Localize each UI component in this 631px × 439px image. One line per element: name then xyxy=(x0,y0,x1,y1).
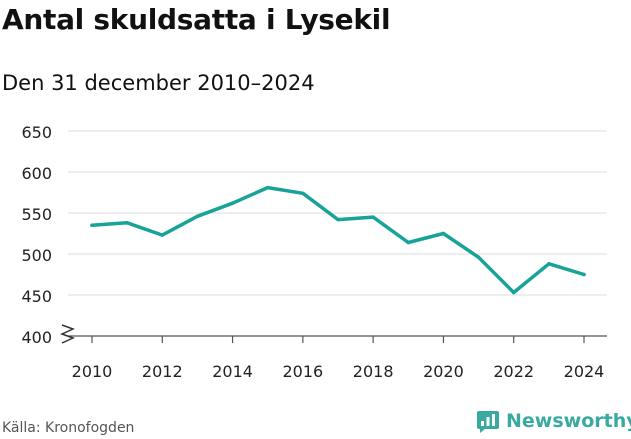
data-point-2011 xyxy=(125,221,129,225)
x-axis-ticks: 2010 2012 2014 2016 2018 2020 2022 2024 xyxy=(72,336,605,381)
x-tick-label: 2018 xyxy=(353,362,394,381)
data-point-2012 xyxy=(160,233,165,237)
chart-subtitle: Den 31 december 2010–2024 xyxy=(2,71,315,95)
newsworthy-logo: Newsworthy xyxy=(476,409,631,433)
data-point-2013 xyxy=(195,214,200,219)
data-point-2020 xyxy=(441,231,446,236)
y-tick-label: 400 xyxy=(21,328,52,347)
y-tick-label: 650 xyxy=(21,123,52,142)
axis-break-icon xyxy=(60,324,75,344)
y-axis-ticks: 400 450 500 550 600 650 xyxy=(21,123,52,347)
newsworthy-icon xyxy=(477,411,499,433)
y-tick-label: 550 xyxy=(21,205,52,224)
x-tick-label: 2010 xyxy=(72,362,113,381)
data-point-2015 xyxy=(265,185,270,190)
data-point-2021 xyxy=(476,255,481,260)
y-tick-label: 600 xyxy=(21,164,52,183)
data-point-2017 xyxy=(336,217,340,222)
series-line xyxy=(90,185,586,295)
axis-break-mark xyxy=(60,324,75,344)
data-point-2023 xyxy=(547,262,551,266)
data-point-2016 xyxy=(301,191,305,196)
gridlines xyxy=(68,130,607,337)
data-point-2018 xyxy=(371,215,375,219)
brand-name: Newsworthy xyxy=(506,410,631,432)
source-note: Källa: Kronofogden xyxy=(2,420,135,436)
data-point-2010 xyxy=(90,223,94,228)
y-tick-label: 500 xyxy=(21,246,52,265)
series-skuldsatta xyxy=(90,185,586,295)
data-point-2019 xyxy=(406,240,411,245)
x-tick-label: 2016 xyxy=(282,362,323,381)
x-tick-label: 2020 xyxy=(423,362,464,381)
x-tick-label: 2014 xyxy=(212,362,253,381)
data-point-2022 xyxy=(511,290,516,295)
chart-title: Antal skuldsatta i Lysekil xyxy=(2,3,391,36)
x-tick-label: 2012 xyxy=(142,362,183,381)
y-tick-label: 450 xyxy=(21,287,52,306)
data-point-2014 xyxy=(230,201,235,205)
x-tick-label: 2024 xyxy=(564,362,605,381)
data-point-2024 xyxy=(582,272,586,277)
x-tick-label: 2022 xyxy=(493,362,534,381)
